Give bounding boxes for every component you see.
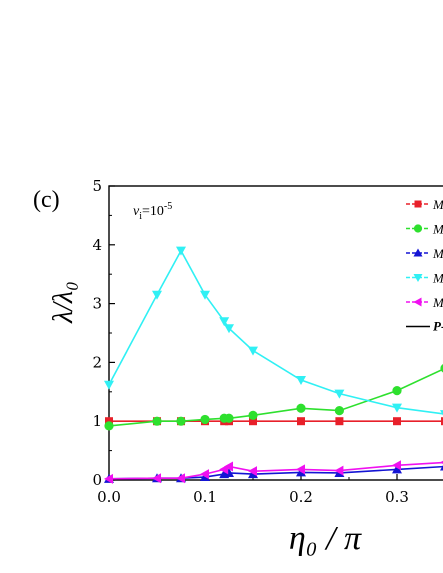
y-tick-label: 4	[92, 236, 102, 254]
data-point	[392, 403, 402, 413]
data-point	[152, 473, 161, 484]
data-point	[105, 417, 113, 426]
y-axis-label: λ/λ₀	[48, 281, 79, 324]
y-tick-label: 5	[92, 177, 102, 195]
data-point	[296, 376, 306, 386]
data-point	[200, 414, 210, 425]
series-5	[104, 460, 443, 484]
legend-label: M	[432, 271, 443, 286]
data-point	[334, 465, 344, 476]
data-point	[249, 417, 257, 426]
legend-entry-5: M	[406, 295, 443, 310]
legend-entry-4: M	[406, 271, 443, 286]
series-line	[108, 249, 443, 415]
data-point	[392, 386, 402, 396]
series-line	[108, 368, 443, 427]
legend-label: M	[432, 222, 443, 237]
data-point	[440, 460, 443, 465]
data-point	[440, 465, 443, 471]
data-point	[104, 473, 113, 484]
data-point	[200, 469, 209, 480]
x-tick-label: 0.0	[97, 488, 121, 506]
panel-label: (c)	[33, 187, 60, 213]
data-point	[224, 461, 233, 472]
data-point	[413, 297, 422, 307]
x-tick-label: 0.3	[385, 488, 409, 506]
data-point	[176, 416, 186, 426]
data-point	[224, 467, 234, 477]
data-point	[248, 466, 257, 477]
data-point	[296, 403, 306, 413]
data-point	[440, 364, 443, 373]
data-point	[297, 417, 305, 426]
y-tick-label: 0	[92, 471, 102, 489]
legend-entry-3: M	[406, 246, 443, 261]
data-point	[413, 248, 423, 257]
data-point	[413, 224, 423, 233]
x-tick-label: 0.1	[193, 488, 217, 506]
x-axis-label: η₀ / π	[289, 520, 362, 557]
legend-entry-2: M	[406, 222, 443, 237]
data-point	[413, 274, 423, 282]
data-point	[441, 417, 443, 426]
y-tick-label: 2	[92, 353, 102, 371]
data-point	[248, 410, 258, 420]
data-point	[248, 346, 258, 356]
y-tick-label: 3	[92, 295, 102, 313]
series-2	[104, 364, 443, 431]
data-point	[200, 290, 210, 300]
viscosity-annotation: vi=10-5	[133, 201, 172, 222]
data-point	[104, 380, 114, 390]
data-point	[392, 464, 402, 474]
data-point	[176, 473, 185, 484]
plot-frame	[108, 185, 443, 481]
legend-label: M	[432, 295, 443, 310]
legend-entry-1: M	[406, 197, 443, 212]
data-point	[104, 421, 114, 431]
data-point	[414, 200, 422, 208]
data-point	[296, 464, 305, 475]
data-point	[224, 413, 234, 423]
data-point	[335, 417, 344, 426]
data-point	[224, 324, 234, 334]
data-point	[219, 317, 230, 327]
x-tick-label: 0.2	[289, 488, 313, 506]
legend-label: P-	[433, 319, 443, 334]
series-layer	[104, 246, 443, 484]
labels: (c) vi=10-5 λ/λ₀ η₀ / π	[33, 187, 362, 557]
data-point	[152, 290, 162, 300]
y-tick-label: 1	[92, 412, 102, 430]
legend-label: M	[432, 246, 443, 261]
data-point	[334, 389, 345, 399]
data-point	[176, 246, 186, 256]
data-point	[393, 417, 401, 426]
data-point	[440, 410, 443, 416]
data-point	[334, 406, 344, 416]
data-point	[152, 416, 162, 426]
data-point	[392, 460, 401, 471]
legend-entry-6: P-	[406, 319, 443, 334]
legend-label: M	[432, 197, 443, 212]
series-4	[104, 246, 443, 416]
